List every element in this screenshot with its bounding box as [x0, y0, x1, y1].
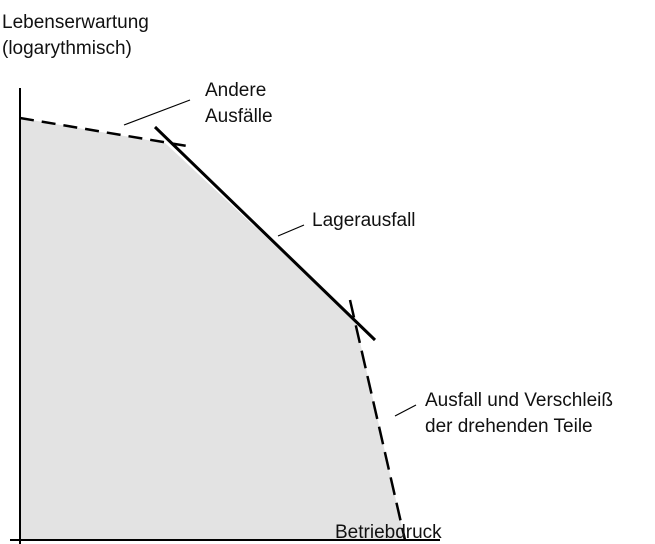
- axis-label: (logarythmisch): [2, 38, 132, 59]
- dashed-line: [19, 116, 194, 149]
- curve-label: der drehenden Teile: [425, 416, 593, 437]
- leader: [394, 404, 417, 417]
- curve-label: Ausfall und Verschleiß: [425, 390, 613, 411]
- region: [20, 118, 405, 540]
- leader: [123, 99, 191, 126]
- curve-label: Ausfälle: [205, 106, 273, 127]
- axis-label: Lebenserwartung: [2, 12, 149, 33]
- axis-label: Betriebdruck: [335, 522, 442, 543]
- solid-line: [153, 125, 377, 342]
- curve-label: Andere: [205, 80, 266, 101]
- dashed-line: [348, 299, 407, 541]
- curve-label: Lagerausfall: [312, 210, 416, 231]
- leader: [277, 224, 305, 237]
